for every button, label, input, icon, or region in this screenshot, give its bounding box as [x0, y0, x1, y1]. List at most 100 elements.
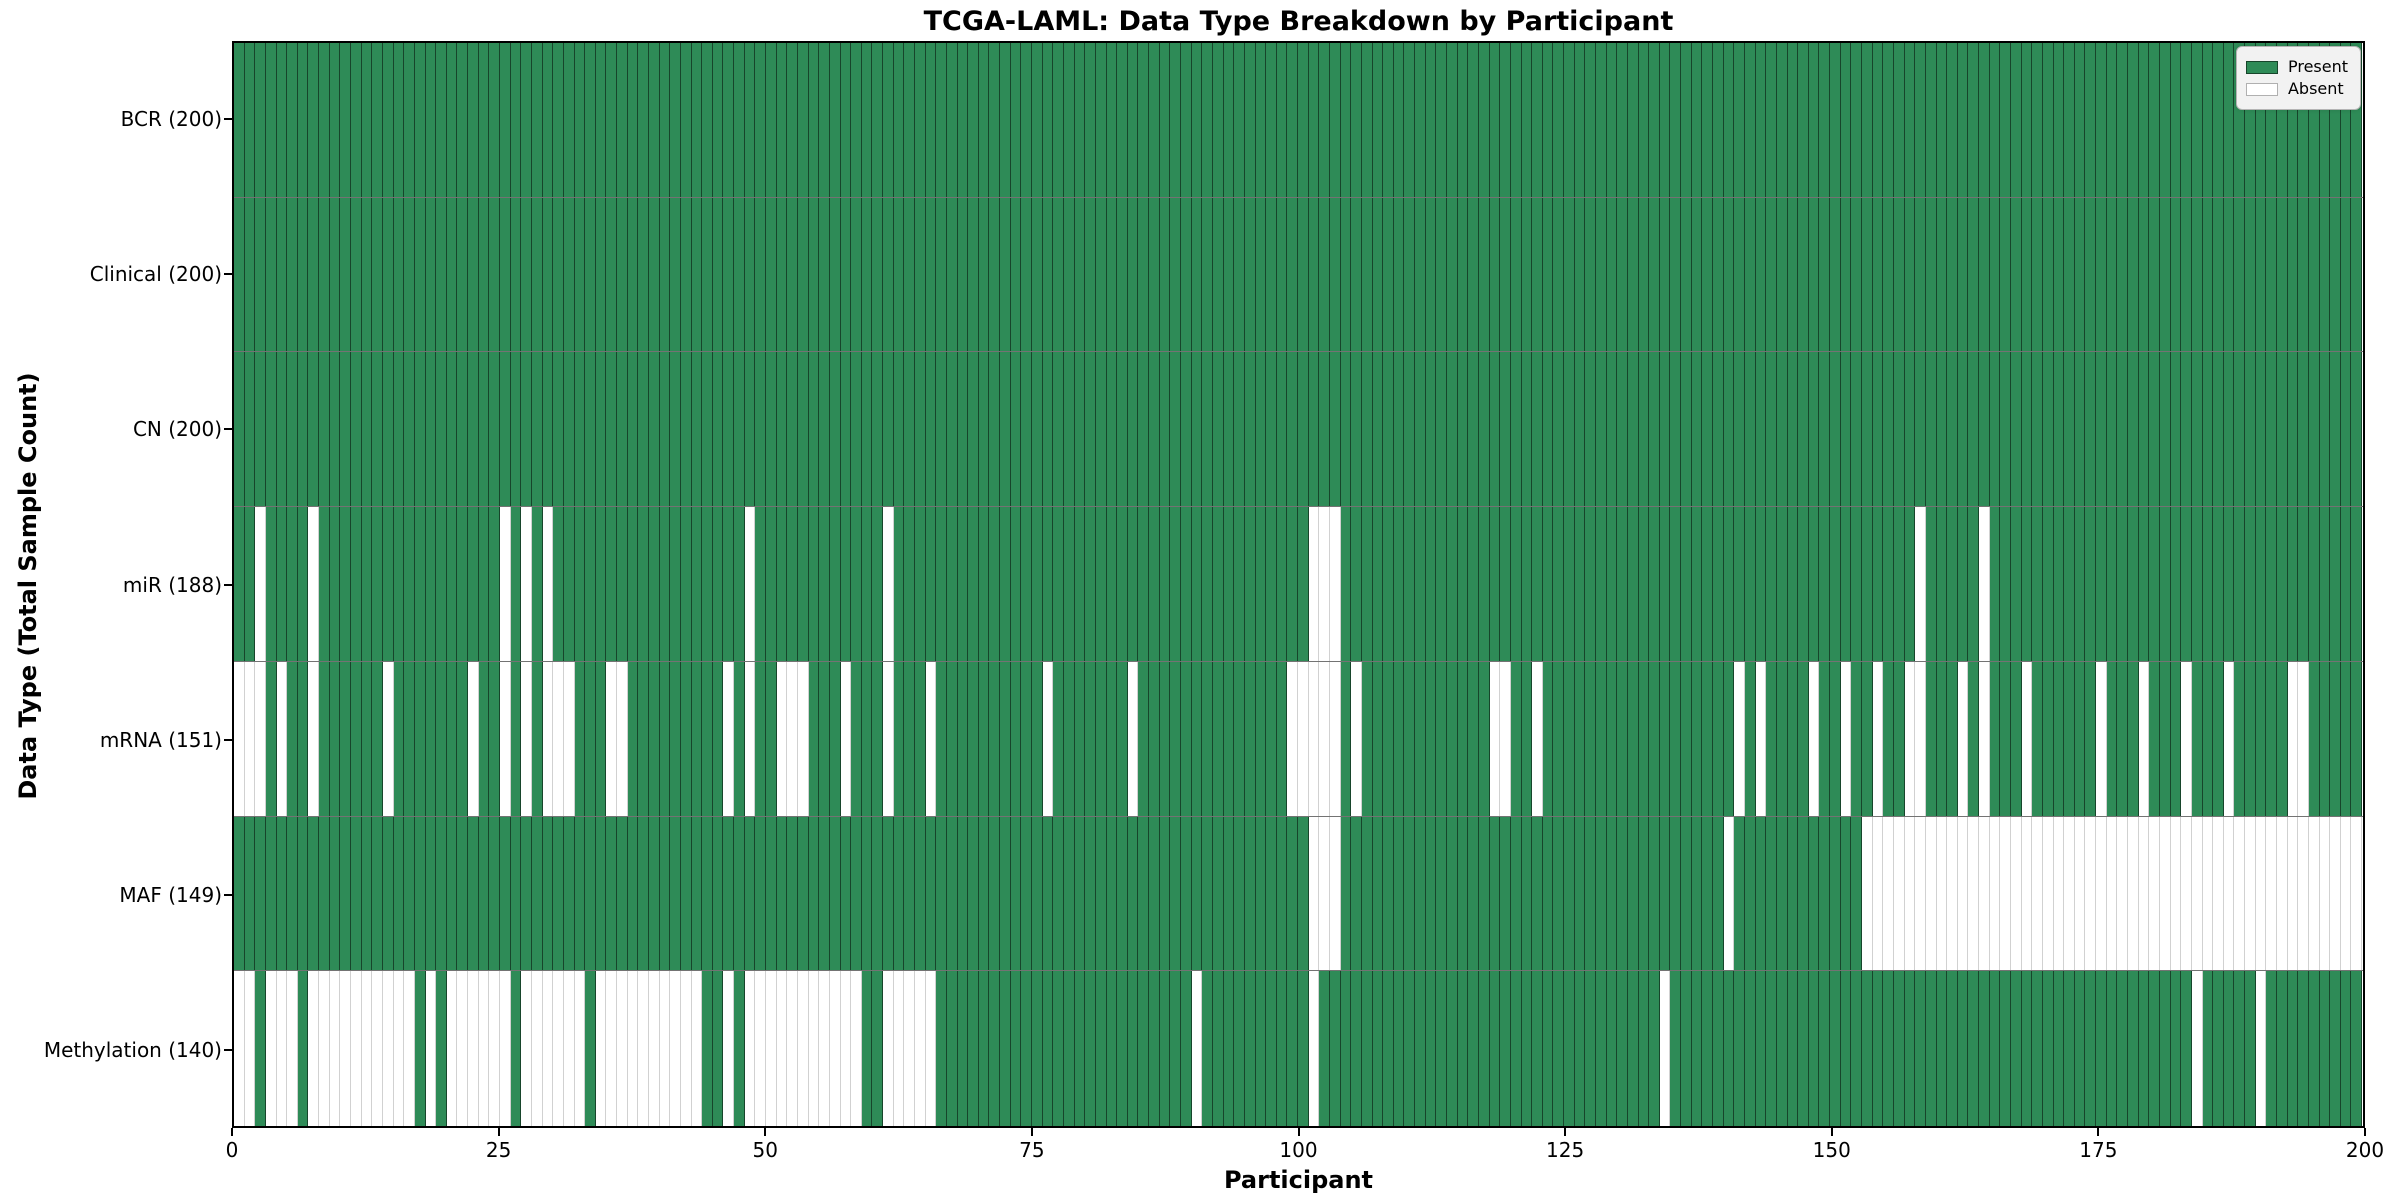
y-tick-mark	[224, 272, 232, 275]
cell	[1840, 816, 1852, 971]
cell	[1149, 352, 1160, 507]
cell	[2106, 816, 2118, 971]
cell	[1478, 661, 1490, 816]
cell	[1766, 816, 1777, 971]
cell	[1766, 971, 1777, 1126]
cell	[1617, 661, 1628, 816]
cell	[829, 971, 841, 1126]
cell	[1138, 816, 1150, 971]
cell	[2021, 661, 2033, 816]
cell	[2170, 971, 2182, 1126]
cell	[2234, 816, 2246, 971]
cell	[1638, 507, 1650, 661]
cell	[1042, 507, 1054, 661]
cell	[659, 507, 671, 661]
cell	[851, 816, 862, 971]
cell	[478, 197, 490, 352]
cell	[308, 43, 320, 197]
cell	[2138, 816, 2150, 971]
cell	[1287, 352, 1299, 507]
cell	[840, 661, 852, 816]
cell	[851, 352, 862, 507]
cell	[1883, 352, 1894, 507]
cell	[1223, 971, 1235, 1126]
cell	[1638, 197, 1650, 352]
cell	[2340, 43, 2352, 197]
cell	[1447, 971, 1458, 1126]
cell	[489, 816, 501, 971]
cell	[2032, 507, 2043, 661]
cell	[1149, 661, 1160, 816]
cell	[2351, 816, 2363, 971]
cell	[382, 661, 394, 816]
cell	[2287, 197, 2299, 352]
cell	[1053, 197, 1064, 352]
cell	[489, 661, 501, 816]
cell	[1244, 507, 1256, 661]
cell	[1032, 352, 1043, 507]
cell	[1372, 352, 1384, 507]
cell	[531, 816, 543, 971]
cell	[2000, 197, 2011, 352]
cell	[1617, 816, 1628, 971]
cell	[574, 816, 586, 971]
cell	[1351, 197, 1362, 352]
cell	[2010, 507, 2022, 661]
cell	[1127, 43, 1139, 197]
cell	[1010, 971, 1022, 1126]
cell	[787, 352, 798, 507]
cell	[1521, 816, 1533, 971]
cell	[351, 661, 362, 816]
cell	[1808, 971, 1820, 1126]
cell	[1074, 971, 1086, 1126]
cell	[1223, 816, 1235, 971]
cell	[1713, 661, 1724, 816]
cell	[1425, 661, 1437, 816]
cell	[361, 507, 373, 661]
cell	[776, 661, 788, 816]
cell	[2117, 352, 2129, 507]
cell	[1851, 661, 1863, 816]
cell	[542, 971, 554, 1126]
cell	[1957, 197, 1969, 352]
cell	[1670, 507, 1682, 661]
cell	[2159, 43, 2171, 197]
cell	[276, 197, 288, 352]
cell	[2117, 43, 2129, 197]
cell	[319, 661, 330, 816]
cell	[1766, 661, 1777, 816]
cell	[1234, 971, 1245, 1126]
cell	[1872, 43, 1884, 197]
cell	[351, 352, 362, 507]
cell	[1723, 507, 1735, 661]
cell	[1095, 197, 1107, 352]
cell	[1638, 971, 1650, 1126]
cell	[1925, 352, 1937, 507]
cell	[2042, 661, 2054, 816]
cell	[521, 43, 532, 197]
cell	[234, 507, 245, 661]
cell	[1255, 661, 1267, 816]
cell	[1681, 197, 1692, 352]
cell	[489, 507, 501, 661]
cell	[1872, 816, 1884, 971]
cell	[723, 816, 735, 971]
cell	[1127, 816, 1139, 971]
cell	[2085, 507, 2097, 661]
cell	[2277, 507, 2288, 661]
cell	[1702, 507, 1714, 661]
cell	[1617, 507, 1628, 661]
cell	[1287, 971, 1299, 1126]
cell	[861, 43, 873, 197]
y-tick-label: MAF (149)	[119, 883, 222, 908]
x-tick-label: 200	[2345, 1138, 2385, 1162]
cell	[1798, 43, 1809, 197]
cell	[787, 971, 798, 1126]
cell	[1404, 352, 1416, 507]
cell	[2202, 816, 2214, 971]
cell	[2330, 43, 2341, 197]
cell	[1744, 661, 1756, 816]
cell	[1649, 661, 1660, 816]
cell	[1542, 661, 1554, 816]
cell	[1457, 661, 1469, 816]
